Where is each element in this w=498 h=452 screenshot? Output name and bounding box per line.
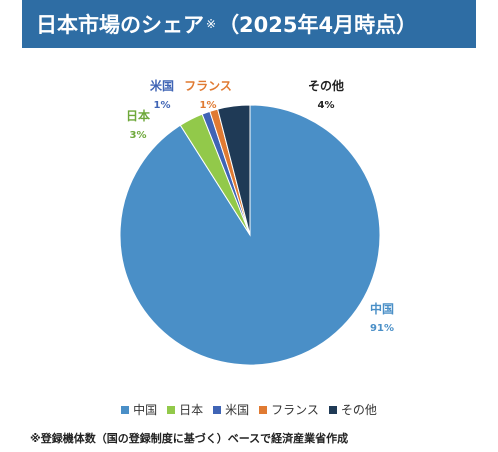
legend-item-france: フランス — [259, 401, 319, 418]
footnote: ※登録機体数（国の登録制度に基づく）ベースで経済産業省作成 — [30, 432, 349, 445]
slice-value-france: 1% — [200, 100, 217, 111]
legend-swatch-usa — [213, 405, 222, 414]
slice-label-usa: 米国 — [150, 78, 174, 93]
legend-label-france: フランス — [271, 403, 319, 417]
slice-value-japan: 3% — [130, 130, 147, 141]
legend-swatch-other — [328, 405, 337, 414]
title-suffix: （2025年4月時点） — [218, 13, 418, 37]
legend-label-other: その他 — [340, 403, 377, 417]
pie-slice-other — [217, 104, 251, 236]
legend-label-japan: 日本 — [179, 403, 204, 417]
legend-label-china: 中国 — [133, 403, 158, 417]
slice-label-other: その他 — [308, 78, 344, 93]
pie-chart: 中国 91% 日本 3% 米国 1% フランス 1% その他 4% — [119, 78, 394, 366]
slice-label-japan: 日本 — [126, 108, 150, 123]
legend-item-china: 中国 — [121, 401, 157, 418]
legend-swatch-japan — [167, 405, 176, 414]
slice-label-china: 中国 — [370, 301, 394, 316]
pie-slice-china — [119, 104, 381, 366]
legend-label-usa: 米国 — [225, 403, 250, 417]
slice-value-usa: 1% — [154, 100, 171, 111]
title-mark: ※ — [206, 17, 217, 31]
slice-value-china: 91% — [370, 323, 394, 334]
legend-swatch-china — [121, 405, 130, 414]
slice-label-france: フランス — [184, 79, 232, 93]
title-main: 日本市場のシェア — [36, 13, 204, 37]
legend-item-japan: 日本 — [167, 401, 203, 418]
chart-title: 日本市場のシェア ※ （2025年4月時点） — [22, 0, 476, 48]
legend-swatch-france — [259, 405, 268, 414]
legend-item-usa: 米国 — [213, 401, 249, 418]
legend: 中国 日本 米国 フランス その他 — [0, 401, 498, 418]
legend-item-other: その他 — [328, 401, 377, 418]
slice-value-other: 4% — [318, 100, 335, 111]
